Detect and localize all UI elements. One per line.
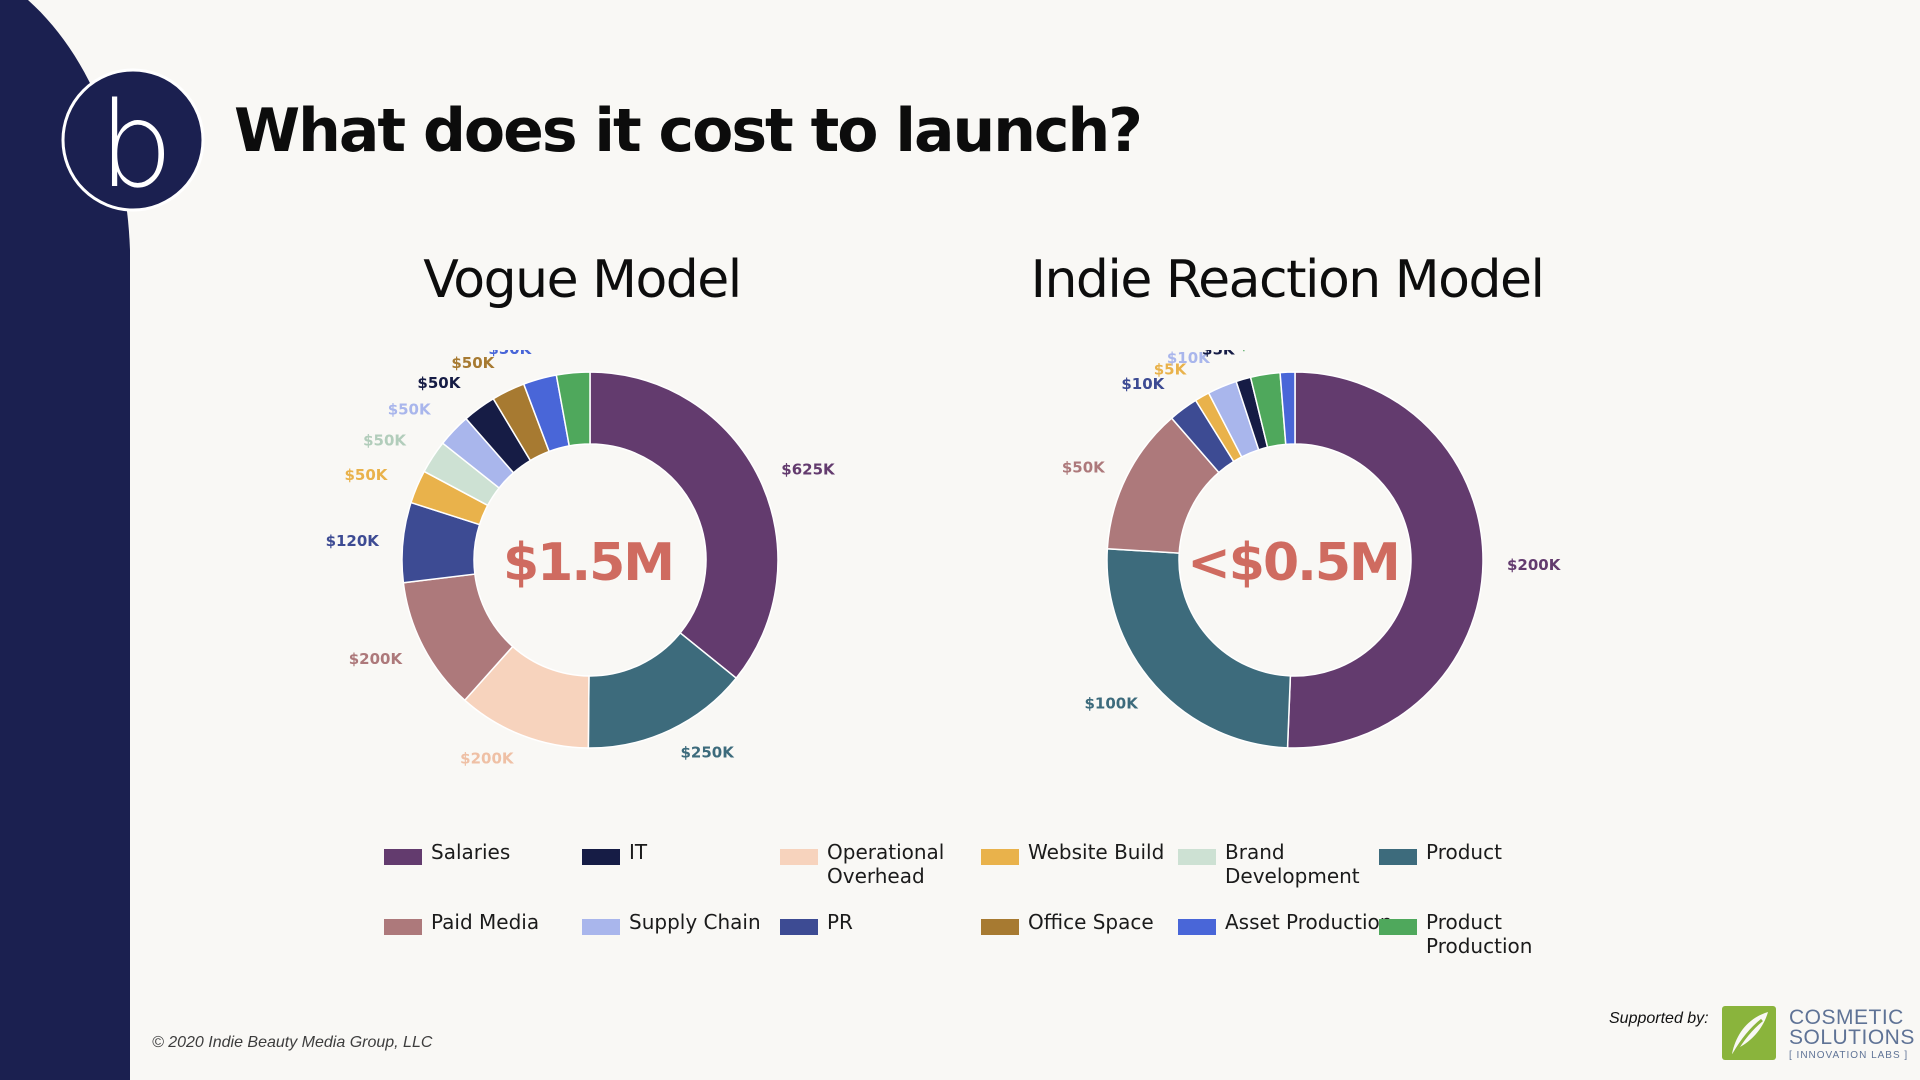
legend-label: Paid Media [431,910,540,934]
vogue-data-label: $50K [363,431,407,449]
legend-swatch [780,849,818,865]
sponsor-name-line1: COSMETIC [1789,1006,1904,1029]
indie-data-label: $5K [1154,361,1188,379]
indie-data-label: $10K [1167,350,1211,367]
indie-data-label: $100K [1084,694,1139,712]
vogue-data-label: $50K [451,354,495,372]
legend-swatch [1379,919,1417,935]
brand-logo: b [61,68,205,214]
legend-label: Office Space [1028,910,1154,934]
sponsor-tagline: [ INNOVATION LABS ] [1789,1050,1909,1061]
indie-data-label: $5K [1202,350,1236,358]
sponsor-leaf-icon [1722,1006,1776,1060]
indie-data-label: $10K [1239,350,1283,353]
slide-title: What does it cost to launch? [234,96,1143,166]
vogue-data-label: $50K [549,350,593,351]
indie-data-label: $10K [1121,375,1165,393]
sponsor-name-line2: SOLUTIONS [1789,1026,1915,1049]
indie-center-total: <$0.5M [1187,533,1399,593]
vogue-slice-salaries [589,371,779,680]
legend-swatch [1178,849,1216,865]
donut-chart-indie: $200K$100K$50K$10K$5K$10K$5K$10K$5K<$0.5… [1062,350,1562,749]
legend-label: Brand Development [1225,840,1360,888]
vogue-data-label: $50K [417,374,461,392]
vogue-data-label: $50K [388,400,432,418]
legend-label: Salaries [431,840,511,864]
vogue-data-label: $50K [488,350,532,358]
brand-logo-letter: b [99,76,174,214]
indie-slice-product [1106,547,1292,749]
chart-title-indie: Indie Reaction Model [1030,250,1545,310]
legend-label: Supply Chain [629,910,761,934]
legend-swatch [1379,849,1417,865]
legend-swatch [384,849,422,865]
vogue-data-label: $200K [460,750,515,768]
legend-label: PR [827,910,853,934]
legend-swatch [981,849,1019,865]
copyright-footer: © 2020 Indie Beauty Media Group, LLC [152,1034,433,1051]
vogue-slice-product-production [555,371,591,447]
legend-swatch [582,849,620,865]
legend-label: Asset Production [1225,910,1393,934]
left-brand-band [0,0,130,1080]
sponsor-name: COSMETIC SOLUTIONS [1789,1006,1915,1049]
vogue-data-label: $200K [349,650,404,668]
vogue-data-label: $120K [326,532,381,550]
legend-label: Website Build [1028,840,1165,864]
indie-slice-asset-production [1279,371,1296,446]
legend-label: IT [629,840,648,864]
legend-swatch [780,919,818,935]
legend-swatch [1178,919,1216,935]
indie-slice-salaries [1286,371,1484,749]
indie-data-label: $50K [1062,458,1106,476]
indie-data-label: $200K [1507,556,1562,574]
legend-label: Product Production [1426,910,1533,958]
legend-swatch [981,919,1019,935]
vogue-center-total: $1.5M [503,533,673,593]
vogue-data-label: $50K [344,466,388,484]
chart-title-vogue: Vogue Model [423,250,742,310]
vogue-data-label: $250K [681,744,736,762]
legend-label: Product [1426,840,1502,864]
donut-chart-vogue: $625K$250K$200K$200K$120K$50K$50K$50K$50… [326,350,836,768]
legend-swatch [384,919,422,935]
legend-label: Operational Overhead [827,840,945,888]
legend-swatch [582,919,620,935]
supported-by-label: Supported by: [1609,1010,1709,1027]
vogue-data-label: $625K [781,461,836,479]
